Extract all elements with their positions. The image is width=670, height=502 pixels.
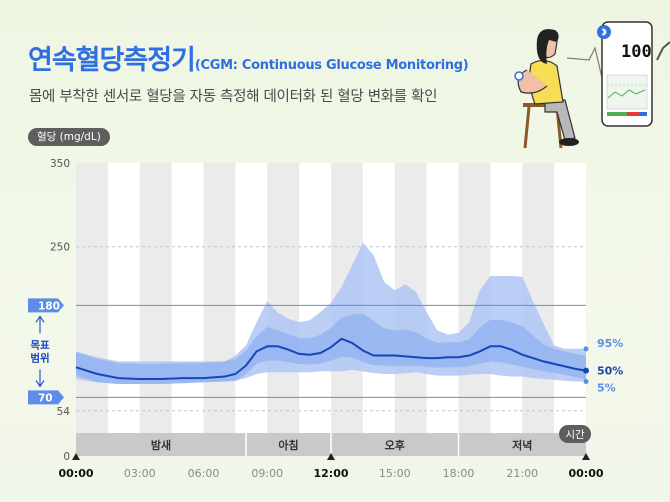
title-sub: (CGM: Continuous Glucose Monitoring) [194, 58, 469, 73]
x-axis-label-badge [559, 425, 591, 443]
series-end-point [583, 367, 589, 374]
y-tick-label: 250 [50, 242, 70, 254]
target-arrow-down-head [35, 380, 45, 388]
subtitle: 몸에 부착한 센서로 혈당을 자동 측정해 데이터화 된 혈당 변화를 확인 [29, 89, 438, 105]
period-label: 저녁 [512, 438, 532, 452]
page-title: 연속혈당측정기(CGM: Continuous Glucose Monitori… [28, 38, 469, 77]
x-major-tick [582, 453, 590, 460]
target-flag-70 [28, 390, 64, 405]
y-tick-label: 180 [38, 300, 60, 312]
hour-stripe [203, 163, 236, 456]
title-main: 연속혈당측정기 [28, 45, 196, 76]
hour-stripe [76, 163, 108, 456]
legend-entry: 95% [597, 337, 623, 350]
median-line [75, 337, 587, 380]
x-major-tick [72, 453, 80, 460]
band-inner [76, 313, 586, 384]
period-label: 아침 [278, 438, 298, 452]
x-tick-label: 12:00 [313, 467, 348, 480]
x-tick-label: 18:00 [443, 467, 475, 480]
x-tick-label: 09:00 [251, 467, 283, 480]
y-tick-label: 54 [57, 406, 71, 418]
x-tick-label: 00:00 [58, 467, 93, 480]
illustration: 100 [505, 20, 670, 155]
y-tick-label: 70 [38, 392, 53, 404]
x-axis-label: 시간 [565, 429, 585, 441]
y-tick-label: 0 [63, 451, 70, 463]
person-with-phone-illustration [514, 21, 670, 149]
device-reading: 100 [621, 42, 652, 62]
series-end-point [583, 378, 589, 384]
period-label: 오후 [385, 438, 405, 452]
x-major-tick [327, 453, 335, 460]
x-tick-label: 03:00 [124, 467, 156, 480]
hour-stripe [139, 163, 172, 456]
x-tick-label: 00:00 [568, 467, 603, 480]
x-tick-label: 21:00 [506, 467, 538, 480]
target-range-label: 범위 [30, 351, 49, 364]
period-label: 밤새 [151, 438, 171, 452]
y-tick-label: 350 [50, 158, 70, 170]
target-flag-180 [28, 298, 64, 313]
x-tick-label: 06:00 [188, 467, 220, 480]
legend-entry: 50% [597, 365, 623, 378]
target-arrow-up-head [35, 315, 45, 323]
y-axis-label: 혈당 (mg/dL) [28, 128, 110, 146]
target-range-label: 목표 [30, 339, 50, 351]
x-tick-label: 15:00 [379, 467, 411, 480]
legend-entry: 5% [597, 381, 616, 394]
series-end-point [583, 346, 589, 352]
